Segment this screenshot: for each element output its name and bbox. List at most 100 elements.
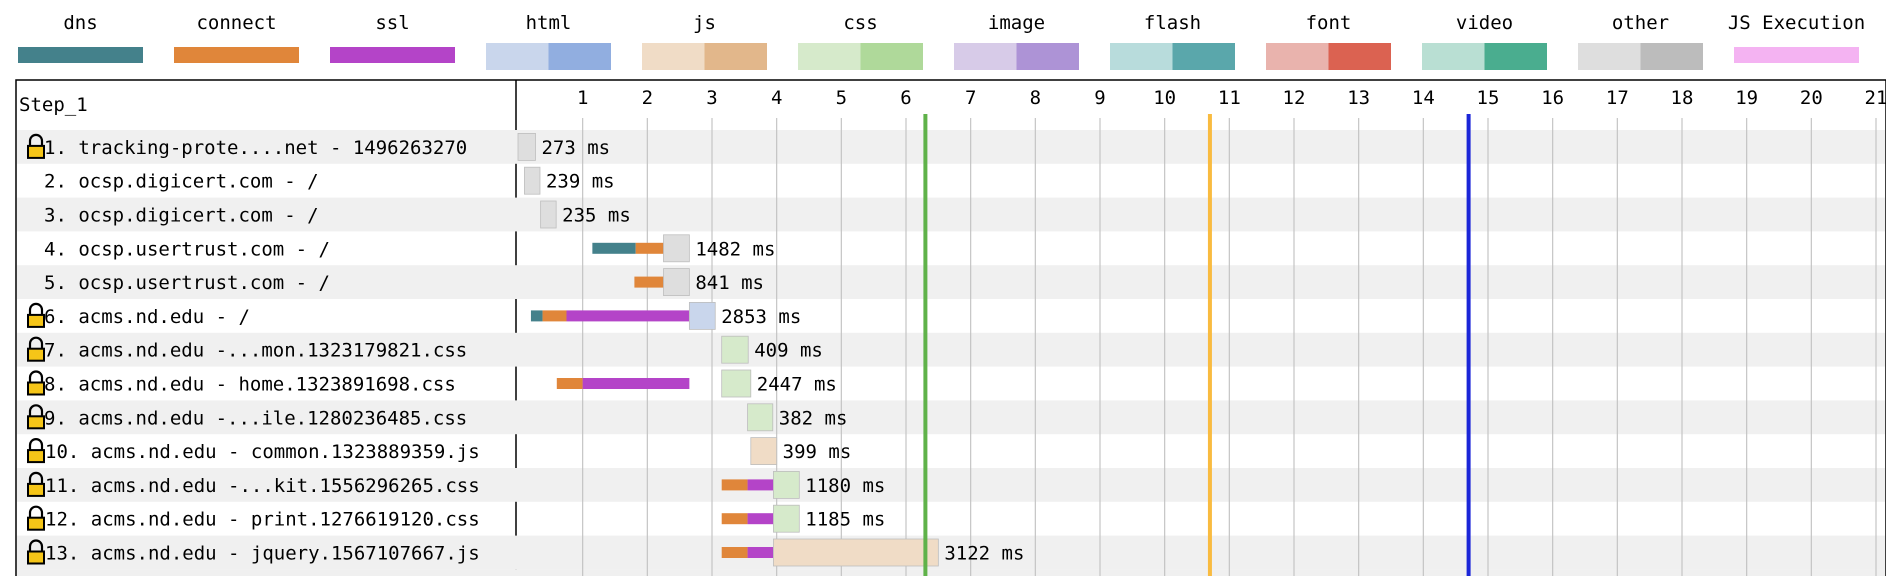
- bar-outline: [773, 504, 800, 533]
- bar-dns: [530, 310, 543, 322]
- tick-label: 4: [771, 87, 782, 109]
- legend-swatch-js-execution: [1734, 47, 1859, 63]
- legend-swatch-ssl: [330, 47, 455, 63]
- duration-label: 2447 ms: [757, 374, 837, 396]
- bar-outline: [688, 301, 716, 330]
- axis-ticks: 1 2 3 4 5 6 7 8 9 10 11 12 13 14 15 16 17 18 19 20 21: [577, 87, 1886, 109]
- legend-label-font: font: [1306, 12, 1352, 34]
- row-background: [17, 197, 1885, 232]
- legend-label-dns: dns: [63, 12, 97, 34]
- request-label[interactable]: 4. ocsp.usertrust.com - /: [44, 238, 330, 260]
- bar-outline: [721, 335, 749, 364]
- bar-dns: [592, 242, 636, 254]
- legend-swatch-js-light: [642, 43, 705, 70]
- bar-other: [663, 234, 690, 262]
- legend-label-html: html: [526, 12, 572, 34]
- duration-label: 2853 ms: [721, 306, 801, 328]
- bar-connect: [721, 547, 748, 558]
- legend-label-css: css: [843, 12, 877, 34]
- legend: dns connect ssl html js css image flash font vide…: [18, 12, 1865, 70]
- bar-outline: [663, 234, 690, 263]
- row-background: [17, 468, 1885, 502]
- bar-outline: [773, 470, 800, 499]
- tick-label: 1: [577, 87, 588, 109]
- bar-outline: [663, 268, 690, 297]
- legend-swatch-html-light: [486, 43, 549, 70]
- request-label[interactable]: 6. acms.nd.edu - /: [44, 306, 250, 328]
- request-label[interactable]: 10. acms.nd.edu - common.1323889359.js: [45, 441, 480, 463]
- legend-swatch-font-light: [1266, 43, 1329, 70]
- bar-css: [721, 336, 749, 364]
- bar-connect: [721, 479, 748, 491]
- legend-label-video: video: [1456, 12, 1513, 34]
- lock-icon: [27, 471, 45, 497]
- row-background: [17, 569, 1885, 581]
- tick-label: 7: [965, 87, 976, 109]
- legend-label-image: image: [988, 12, 1045, 34]
- duration-label: 235 ms: [562, 205, 631, 227]
- request-label[interactable]: 1. tracking-prote....net - 1496263270: [44, 137, 467, 159]
- lock-icon: [27, 133, 45, 159]
- tick-label: 19: [1735, 87, 1758, 109]
- duration-label: 841 ms: [695, 272, 764, 294]
- request-label[interactable]: 13. acms.nd.edu - jquery.1567107667.js: [45, 543, 480, 565]
- timing-markers: [923, 114, 1471, 576]
- request-labels: 1. tracking-prote....net - 1496263270 2. …: [27, 133, 480, 565]
- bar-connect: [634, 276, 664, 288]
- tick-label: 9: [1094, 87, 1105, 109]
- legend-label-other: other: [1612, 12, 1669, 34]
- request-label[interactable]: 5. ocsp.usertrust.com - /: [44, 272, 330, 294]
- bar-css: [773, 505, 800, 533]
- legend-swatch-image-dark: [1016, 43, 1079, 70]
- tick-label: 10: [1153, 87, 1176, 109]
- row-background: [17, 332, 1885, 367]
- tick-label: 11: [1218, 87, 1241, 109]
- tick-label: 6: [900, 87, 911, 109]
- legend-swatch-connect: [174, 47, 299, 63]
- request-label[interactable]: 12. acms.nd.edu - print.1276619120.css: [45, 509, 480, 531]
- row-background: [17, 130, 1885, 164]
- duration-label: 382 ms: [779, 407, 848, 429]
- legend-swatch-font-dark: [1328, 43, 1391, 70]
- bar-js: [773, 539, 939, 566]
- duration-label: 239 ms: [546, 171, 615, 193]
- bar-css: [747, 403, 773, 431]
- request-label[interactable]: 2. ocsp.digicert.com - /: [44, 171, 319, 193]
- request-label[interactable]: 9. acms.nd.edu -...ile.1280236485.css: [44, 407, 467, 429]
- lock-icon: [27, 336, 45, 362]
- gridlines: [582, 118, 1877, 576]
- legend-swatch-other-dark: [1640, 43, 1703, 70]
- bar-ssl: [582, 378, 690, 389]
- bar-connect: [556, 378, 583, 389]
- tick-label: 18: [1671, 87, 1694, 109]
- request-label[interactable]: 7. acms.nd.edu -...mon.1323179821.css: [44, 340, 467, 362]
- bar-other: [518, 133, 536, 161]
- request-label[interactable]: 11. acms.nd.edu -...kit.1556296265.css: [45, 475, 480, 497]
- legend-swatch-flash-dark: [1172, 43, 1235, 70]
- legend-swatch-video-dark: [1484, 43, 1547, 70]
- tick-label: 13: [1347, 87, 1370, 109]
- legend-swatch-image-light: [954, 43, 1017, 70]
- tick-label: 2: [642, 87, 653, 109]
- tick-label: 8: [1030, 87, 1041, 109]
- duration-label: 1482 ms: [695, 238, 775, 260]
- tick-label: 17: [1606, 87, 1629, 109]
- request-label[interactable]: 3. ocsp.digicert.com - /: [44, 205, 319, 227]
- duration-label: 399 ms: [783, 441, 852, 463]
- tick-label: 12: [1283, 87, 1306, 109]
- bar-js: [750, 437, 777, 465]
- bar-connect: [721, 513, 748, 525]
- tick-label: 3: [706, 87, 717, 109]
- request-label[interactable]: 8. acms.nd.edu - home.1323891698.css: [44, 374, 456, 396]
- duration-label: 1185 ms: [805, 509, 885, 531]
- bar-css: [721, 370, 751, 397]
- lock-icon: [27, 438, 45, 464]
- legend-label-js-execution: JS Execution: [1728, 12, 1865, 34]
- legend-label-ssl: ssl: [375, 12, 409, 34]
- row-backgrounds: [17, 130, 1885, 581]
- legend-swatch-css-light: [798, 43, 861, 70]
- duration-label: 1180 ms: [805, 475, 885, 497]
- lock-icon: [27, 370, 45, 396]
- tick-label: 14: [1412, 87, 1435, 109]
- tick-label: 16: [1541, 87, 1564, 109]
